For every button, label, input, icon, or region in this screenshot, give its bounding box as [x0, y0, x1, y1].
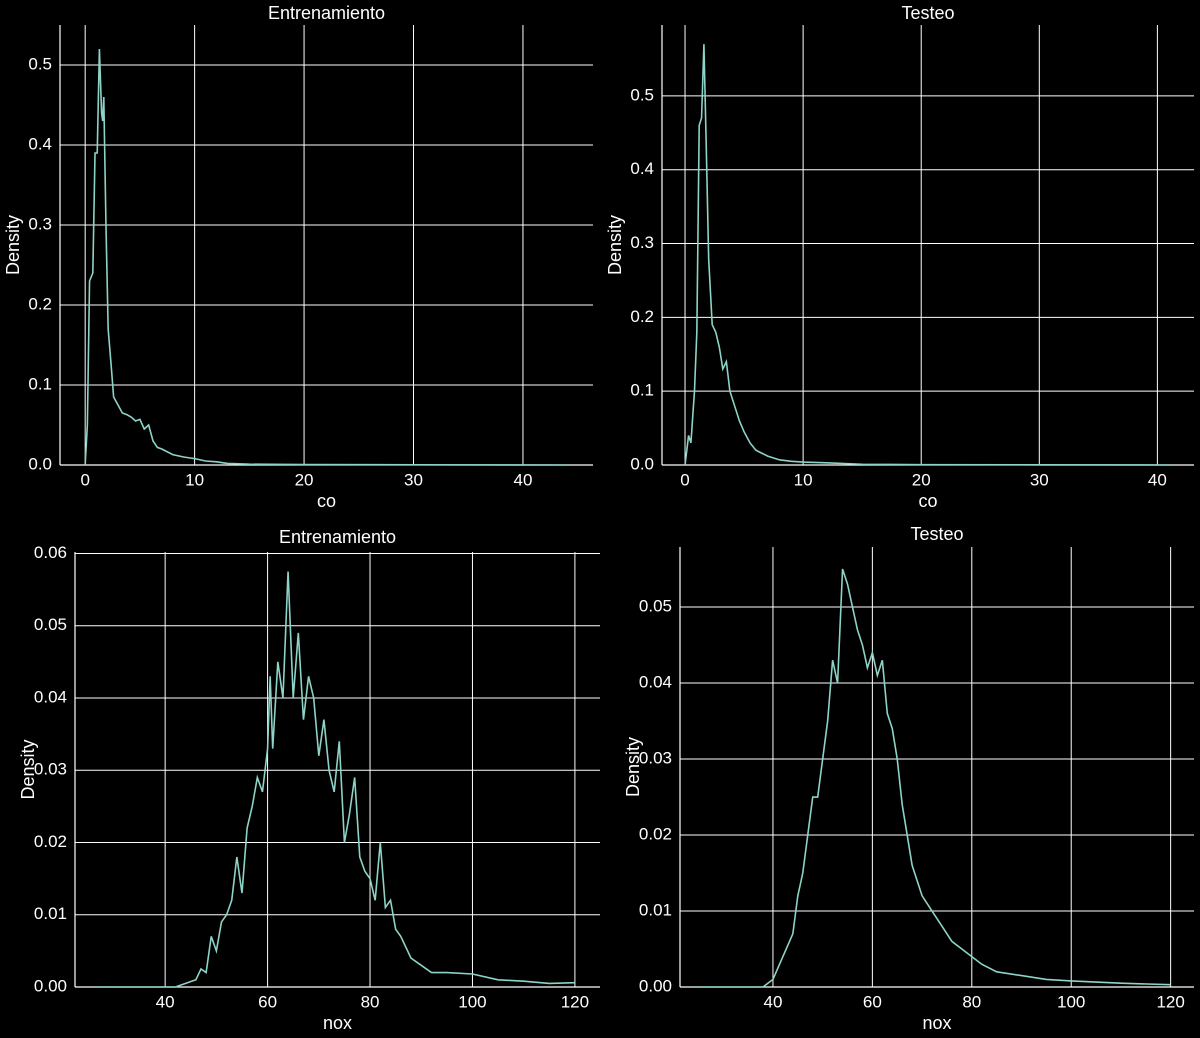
y-tick-label: 0.06 — [34, 543, 67, 562]
x-tick-label: 30 — [404, 470, 423, 489]
x-axis-label: nox — [922, 1013, 951, 1033]
x-tick-label: 40 — [156, 992, 175, 1011]
x-tick-label: 120 — [561, 992, 589, 1011]
y-tick-label: 0.3 — [28, 214, 52, 233]
chart-title: Testeo — [901, 3, 954, 23]
x-tick-label: 0 — [680, 470, 689, 489]
x-tick-label: 100 — [1057, 992, 1085, 1011]
y-tick-label: 0.2 — [28, 294, 52, 313]
x-tick-label: 60 — [863, 992, 882, 1011]
y-tick-label: 0.5 — [28, 54, 52, 73]
y-axis-label: Density — [18, 739, 38, 799]
y-tick-label: 0.05 — [34, 615, 67, 634]
y-tick-label: 0.0 — [28, 454, 52, 473]
y-axis-label: Density — [3, 215, 23, 275]
x-tick-label: 10 — [794, 470, 813, 489]
y-tick-label: 0.05 — [639, 597, 672, 616]
y-tick-label: 0.00 — [34, 976, 67, 995]
x-tick-label: 40 — [513, 470, 532, 489]
x-axis-label: co — [317, 491, 336, 511]
y-tick-label: 0.02 — [639, 824, 672, 843]
x-axis-label: nox — [323, 1013, 352, 1033]
x-axis-label: co — [918, 491, 937, 511]
x-tick-label: 60 — [258, 992, 277, 1011]
x-tick-label: 40 — [763, 992, 782, 1011]
y-tick-label: 0.01 — [34, 904, 67, 923]
x-tick-label: 80 — [962, 992, 981, 1011]
density-line — [84, 48, 567, 466]
x-tick-label: 20 — [912, 470, 931, 489]
y-axis-label: Density — [605, 215, 625, 275]
y-tick-label: 0.0 — [630, 454, 654, 473]
density-line — [98, 571, 575, 988]
y-tick-label: 0.1 — [28, 374, 52, 393]
y-tick-label: 0.2 — [630, 307, 654, 326]
y-tick-label: 0.1 — [630, 381, 654, 400]
y-tick-label: 0.03 — [639, 749, 672, 768]
y-axis-label: Density — [623, 737, 643, 797]
x-tick-label: 40 — [1148, 470, 1167, 489]
density-line — [684, 44, 1170, 466]
x-tick-label: 120 — [1156, 992, 1184, 1011]
density-line — [698, 568, 1171, 988]
y-tick-label: 0.4 — [28, 134, 52, 153]
y-tick-label: 0.04 — [34, 687, 67, 706]
y-tick-label: 0.3 — [630, 233, 654, 252]
x-tick-label: 100 — [458, 992, 486, 1011]
x-tick-label: 80 — [361, 992, 380, 1011]
x-tick-label: 0 — [80, 470, 89, 489]
x-tick-label: 30 — [1030, 470, 1049, 489]
y-tick-label: 0.01 — [639, 900, 672, 919]
y-tick-label: 0.00 — [639, 976, 672, 995]
chart-title: Entrenamiento — [279, 527, 396, 547]
y-tick-label: 0.5 — [630, 85, 654, 104]
y-tick-label: 0.02 — [34, 832, 67, 851]
x-tick-label: 20 — [295, 470, 314, 489]
chart-title: Testeo — [910, 524, 963, 544]
y-tick-label: 0.04 — [639, 673, 672, 692]
x-tick-label: 10 — [185, 470, 204, 489]
y-tick-label: 0.03 — [34, 760, 67, 779]
y-tick-label: 0.4 — [630, 159, 654, 178]
chart-title: Entrenamiento — [268, 3, 385, 23]
